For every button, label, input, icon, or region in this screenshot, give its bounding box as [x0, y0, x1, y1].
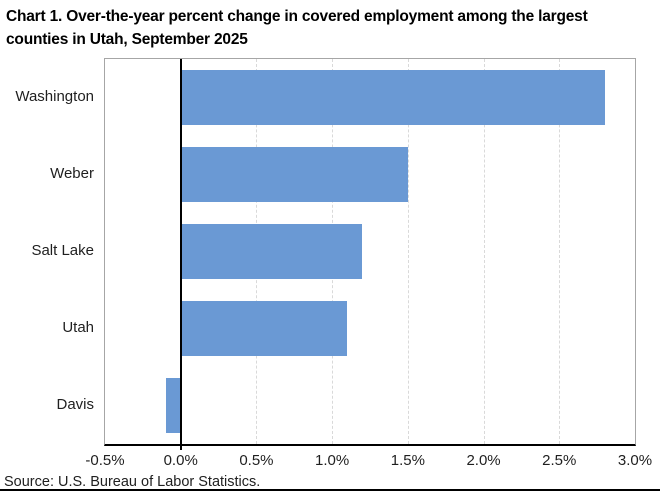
category-label-washington: Washington: [15, 88, 94, 105]
tick-label-0.5: 0.5%: [239, 452, 274, 469]
gridline-2.0: [483, 59, 485, 444]
source-text: Source: U.S. Bureau of Labor Statistics.: [4, 474, 261, 490]
bottom-divider: [0, 489, 660, 491]
bar-weber: [180, 147, 408, 202]
bar-salt-lake: [180, 224, 363, 279]
bar-utah: [180, 301, 348, 356]
value-axis: -0.5% 0.0% 0.5% 1.0% 1.5% 2.0% 2.5% 3.0%: [85, 452, 652, 472]
tick-label-2.0: 2.0%: [466, 452, 501, 469]
tick-label-0.0: 0.0%: [163, 452, 198, 469]
plot-area: [104, 58, 636, 450]
tick-label-2.5: 2.5%: [542, 452, 577, 469]
category-axis: Washington Weber Salt Lake Utah Davis: [0, 58, 94, 443]
category-label-davis: Davis: [56, 396, 94, 413]
gridline-2.5: [559, 59, 561, 444]
tick-label-1.0: 1.0%: [315, 452, 350, 469]
tick-label-1.5: 1.5%: [390, 452, 425, 469]
tick-label--0.5: -0.5%: [85, 452, 125, 469]
bar-washington: [180, 70, 605, 125]
category-label-salt-lake: Salt Lake: [31, 242, 94, 259]
category-label-utah: Utah: [62, 319, 94, 336]
gridline-1.5: [407, 59, 409, 444]
zero-axis-line: [179, 59, 182, 450]
chart-title: Chart 1. Over-the-year percent change in…: [6, 8, 588, 48]
tick-label-3.0: 3.0%: [617, 452, 653, 469]
category-label-weber: Weber: [50, 165, 94, 182]
bar-davis: [165, 378, 181, 433]
